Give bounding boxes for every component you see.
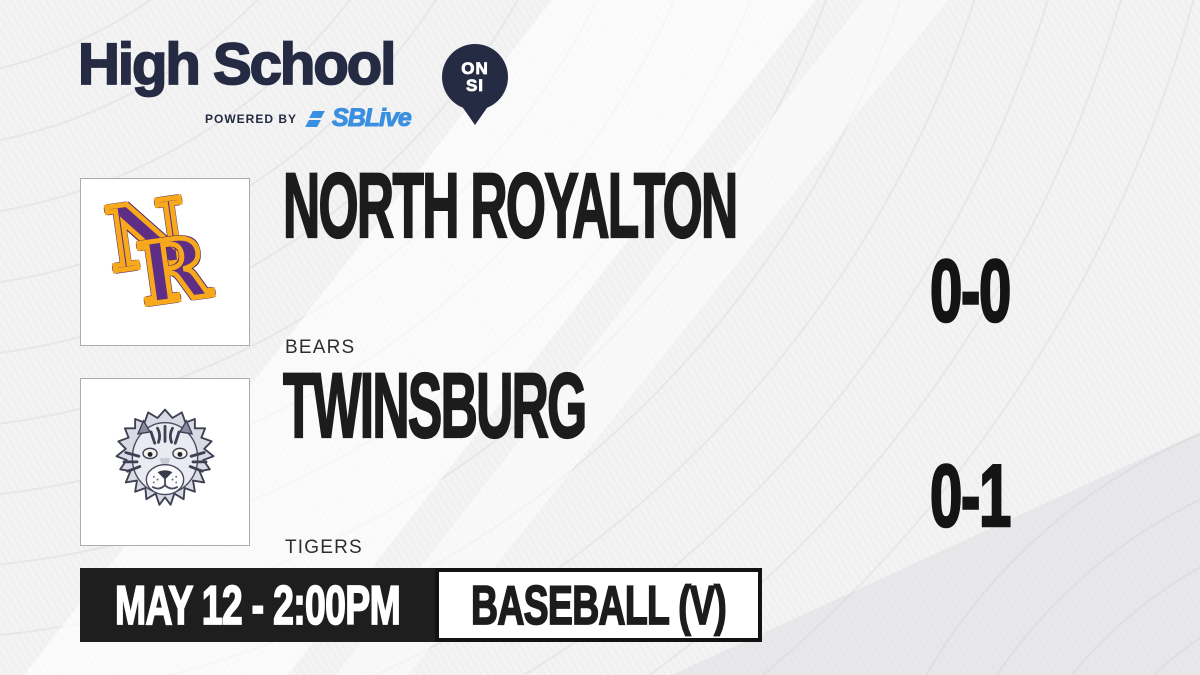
team2-record: 0-1 (929, 446, 1012, 545)
powered-by-row: POWERED BY SBLive (205, 104, 413, 132)
nr-monogram-letter-r: R (130, 214, 218, 327)
sblive-icon (305, 110, 325, 128)
team1-name: NORTH ROYALTON (282, 155, 738, 257)
team2-name: TWINSBURG (282, 355, 587, 457)
event-datetime-badge: MAY 12 - 2:00PM (80, 568, 435, 642)
tiger-head-icon (115, 408, 215, 506)
powered-by-label: POWERED BY (205, 111, 298, 126)
team1-mascot-label: BEARS (285, 337, 356, 358)
pin-text-on: ON (461, 59, 489, 78)
event-datetime-text: MAY 12 - 2:00PM (114, 573, 401, 636)
team2-logo-box (80, 378, 250, 546)
team2-mascot-label: TIGERS (285, 537, 363, 558)
event-sport-text: BASEBALL (V) (470, 573, 727, 636)
brand-wordmark: High School (77, 32, 397, 97)
onsi-pin-icon: ON SI (442, 44, 508, 125)
team1-logo-box: N R (80, 175, 250, 346)
pin-text-si: SI (465, 76, 485, 95)
sblive-wordmark: SBLive (332, 104, 413, 132)
event-sport-badge: BASEBALL (V) (435, 568, 762, 642)
team1-record: 0-0 (929, 241, 1012, 340)
